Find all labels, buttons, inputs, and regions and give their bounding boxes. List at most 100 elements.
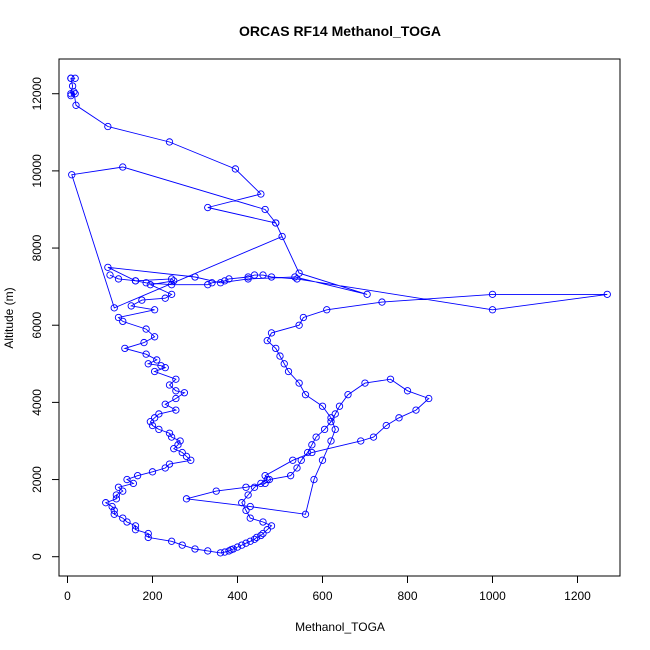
data-point — [110, 510, 118, 518]
data-point — [395, 414, 403, 422]
data-point — [150, 414, 159, 422]
data-point — [327, 418, 335, 426]
data-point — [208, 279, 216, 287]
data-point — [150, 306, 159, 314]
data-point — [238, 541, 246, 549]
data-point — [112, 495, 121, 503]
data-point — [119, 317, 127, 326]
data-point — [146, 281, 155, 289]
data-point — [129, 479, 138, 488]
data-point — [246, 514, 254, 522]
data-point — [297, 456, 305, 464]
data-point — [148, 468, 157, 476]
data-point — [318, 402, 327, 410]
data-point — [123, 518, 131, 526]
data-point — [155, 425, 163, 434]
data-point — [119, 514, 127, 522]
data-point — [257, 190, 265, 198]
data-point — [165, 429, 174, 437]
data-point — [289, 456, 297, 464]
data-point — [161, 294, 169, 302]
data-point — [110, 304, 118, 312]
x-tick-label: 400 — [227, 589, 247, 603]
data-point — [204, 203, 212, 212]
data-point — [301, 510, 310, 518]
data-point — [320, 425, 329, 434]
data-point — [146, 418, 155, 426]
data-point — [261, 472, 269, 480]
data-point — [167, 537, 176, 545]
data-point — [104, 122, 112, 131]
data-point — [363, 290, 371, 299]
data-point — [221, 277, 229, 285]
data-point — [153, 356, 161, 364]
data-point — [142, 350, 150, 358]
data-point — [263, 475, 271, 484]
data-point — [221, 548, 229, 556]
data-point — [259, 271, 267, 279]
data-point — [303, 448, 312, 457]
data-point — [291, 273, 299, 281]
data-point — [178, 541, 186, 549]
x-axis-label: Methanol_TOGA — [295, 620, 385, 634]
data-point — [133, 472, 142, 480]
data-point — [121, 344, 129, 353]
data-point — [144, 360, 152, 368]
data-point — [71, 90, 79, 98]
data-point — [244, 491, 252, 499]
data-point — [110, 506, 118, 515]
data-point — [238, 499, 246, 507]
y-tick-label: 12000 — [30, 77, 44, 111]
data-point — [216, 279, 225, 287]
data-point — [403, 387, 412, 395]
data-point — [257, 479, 265, 488]
data-point — [272, 219, 280, 227]
data-point — [357, 437, 365, 445]
y-axis-label: Altitude (m) — [2, 287, 16, 348]
data-point — [312, 433, 320, 441]
data-point — [250, 271, 259, 279]
data-point — [150, 333, 159, 341]
data-point — [488, 306, 497, 314]
data-point — [295, 379, 303, 387]
data-point — [108, 502, 116, 511]
data-point — [244, 273, 252, 281]
data-point — [182, 495, 191, 503]
data-point — [142, 325, 150, 333]
data-point — [488, 290, 497, 299]
data-point — [119, 163, 127, 171]
data-point — [308, 448, 316, 457]
data-point — [293, 275, 301, 283]
data-point — [267, 522, 276, 530]
data-point — [242, 506, 250, 515]
data-point — [284, 367, 293, 376]
data-point — [272, 344, 280, 353]
data-point — [144, 529, 152, 538]
data-point — [114, 313, 123, 322]
data-point — [212, 487, 220, 495]
data-point — [131, 522, 140, 530]
data-point — [119, 487, 127, 495]
data-point — [244, 275, 252, 283]
data-point — [310, 475, 318, 484]
x-tick-label: 200 — [142, 589, 162, 603]
data-point — [172, 387, 180, 395]
data-point — [425, 394, 433, 403]
data-point — [176, 437, 184, 445]
data-point — [68, 171, 76, 179]
data-point — [257, 531, 265, 540]
data-point — [178, 448, 186, 457]
data-point — [231, 165, 240, 173]
y-axis: 0 2000 4000 6000 8000 10000 12000 — [30, 77, 60, 560]
data-point — [104, 263, 112, 271]
data-point — [204, 547, 212, 555]
data-point — [335, 402, 344, 410]
data-point — [378, 298, 386, 306]
data-point — [157, 362, 165, 370]
data-point — [242, 539, 250, 547]
x-tick-label: 0 — [64, 589, 71, 603]
data-point — [174, 441, 182, 449]
data-point — [167, 281, 176, 289]
x-tick-label: 1000 — [479, 589, 506, 603]
data-point — [167, 275, 176, 283]
